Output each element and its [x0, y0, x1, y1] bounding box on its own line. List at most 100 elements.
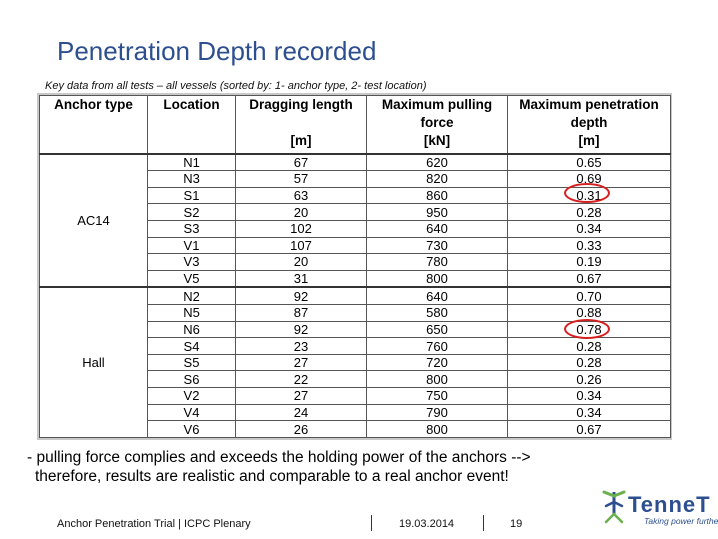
penetration-depth-cell: 0.69 — [507, 170, 671, 188]
dragging-length-cell: 57 — [235, 170, 367, 188]
header-max-penetration-depth: Maximum penetration depth [m] — [507, 95, 671, 154]
penetration-depth-cell: 0.88 — [507, 303, 671, 322]
table-body: AC14 N1 67 620 0.65 N3 57 820 0.69 S1 63 860 0.31 S2 2… — [39, 152, 671, 439]
dragging-length-cell: 23 — [235, 337, 367, 355]
footer-separator — [483, 515, 484, 531]
table-caption: Key data from all tests – all vessels (s… — [45, 80, 427, 92]
pulling-force-cell: 720 — [366, 353, 508, 372]
pulling-force-cell: 640 — [366, 286, 508, 305]
header-dragging-length: Dragging length [m] — [235, 95, 367, 154]
table-row: N3 57 820 0.69 — [40, 170, 671, 188]
location-cell: V3 — [147, 253, 236, 271]
anchor-data-table: Anchor type Location Dragging length [m]… — [39, 95, 671, 439]
dragging-length-cell: 63 — [235, 186, 367, 205]
table-header-row: Anchor type Location Dragging length [m]… — [39, 95, 671, 154]
pulling-force-cell: 780 — [366, 253, 508, 271]
dragging-length-cell: 107 — [235, 236, 367, 255]
penetration-depth-cell: 0.33 — [507, 236, 671, 255]
pulling-force-cell: 750 — [366, 387, 508, 405]
table-row: Hall N2 92 640 0.70 — [39, 286, 671, 439]
table-row: V4 24 790 0.34 — [40, 403, 671, 422]
pulling-force-cell: 800 — [366, 420, 508, 438]
conclusion-line-1: - pulling force complies and exceeds the… — [27, 449, 531, 466]
dragging-length-cell: 92 — [235, 320, 367, 339]
slide-title: Penetration Depth recorded — [57, 36, 377, 66]
location-cell: N1 — [147, 152, 236, 172]
pulling-force-cell: 730 — [366, 236, 508, 255]
pulling-force-cell: 620 — [366, 152, 508, 172]
dragging-length-cell: 67 — [235, 152, 367, 172]
location-cell: S4 — [147, 337, 236, 355]
penetration-depth-cell: 0.65 — [507, 152, 671, 172]
footer-page-number: 19 — [510, 518, 523, 530]
penetration-depth-cell: 0.67 — [507, 269, 671, 288]
footer-separator — [371, 515, 372, 531]
penetration-depth-cell: 0.70 — [507, 286, 671, 305]
header-location: Location — [147, 95, 236, 154]
dragging-length-cell: 92 — [235, 286, 367, 305]
pulling-force-cell: 820 — [366, 170, 508, 188]
penetration-depth-cell: 0.34 — [507, 387, 671, 405]
header-max-pulling-force: Maximum pulling force [kN] — [366, 95, 508, 154]
anchor-type-cell: AC14 — [39, 152, 148, 288]
table-row: V6 26 800 0.67 — [40, 420, 671, 438]
pulling-force-cell: 950 — [366, 203, 508, 221]
table-row: N5 87 580 0.88 — [40, 303, 671, 322]
location-cell: S3 — [147, 219, 236, 238]
table-row: S3 102 640 0.34 — [40, 219, 671, 238]
location-cell: N6 — [147, 320, 236, 339]
location-cell: S1 — [147, 186, 236, 205]
table-row: V3 20 780 0.19 — [40, 253, 671, 271]
table-row: N6 92 650 0.78 — [40, 320, 671, 339]
table-row: S4 23 760 0.28 — [40, 337, 671, 355]
header-unit: [m] — [578, 133, 600, 148]
dragging-length-cell: 27 — [235, 353, 367, 372]
logo-tagline: Taking power further — [644, 516, 718, 526]
dragging-length-cell: 87 — [235, 303, 367, 322]
dragging-length-cell: 102 — [235, 219, 367, 238]
pulling-force-cell: 790 — [366, 403, 508, 422]
table-row: S2 20 950 0.28 — [40, 203, 671, 221]
table-row: V1 107 730 0.33 — [40, 236, 671, 255]
pulling-force-cell: 650 — [366, 320, 508, 339]
pulling-force-cell: 760 — [366, 337, 508, 355]
dragging-length-cell: 20 — [235, 203, 367, 221]
conclusion-note: - pulling force complies and exceeds the… — [27, 448, 667, 486]
table-row: V5 31 800 0.67 — [40, 269, 671, 288]
location-cell: V5 — [147, 269, 236, 288]
location-cell: N2 — [147, 286, 236, 305]
footer-date: 19.03.2014 — [399, 518, 455, 530]
table-row: S5 27 720 0.28 — [40, 353, 671, 372]
anchor-type-cell: Hall — [39, 286, 148, 439]
location-cell: S2 — [147, 203, 236, 221]
penetration-depth-cell: 0.34 — [507, 219, 671, 238]
penetration-depth-cell: 0.67 — [507, 420, 671, 438]
table-row: V2 27 750 0.34 — [40, 387, 671, 405]
header-unit: [m] — [290, 133, 312, 148]
anchor-data-table-frame: Anchor type Location Dragging length [m]… — [37, 93, 672, 440]
penetration-depth-cell: 0.28 — [507, 203, 671, 221]
location-cell: V1 — [147, 236, 236, 255]
logo-name: TenneT — [628, 492, 711, 517]
dragging-length-cell: 20 — [235, 253, 367, 271]
dragging-length-cell: 31 — [235, 269, 367, 288]
conclusion-line-2: therefore, results are realistic and com… — [35, 468, 509, 485]
penetration-depth-cell: 0.19 — [507, 253, 671, 271]
location-cell: V4 — [147, 403, 236, 422]
header-unit: [kN] — [423, 133, 451, 148]
pulling-force-cell: 860 — [366, 186, 508, 205]
penetration-depth-cell: 0.34 — [507, 403, 671, 422]
header-anchor-type: Anchor type — [39, 95, 148, 154]
penetration-depth-cell: 0.28 — [507, 337, 671, 355]
location-cell: V6 — [147, 420, 236, 438]
pulling-force-cell: 800 — [366, 370, 508, 389]
location-cell: N5 — [147, 303, 236, 322]
location-cell: V2 — [147, 387, 236, 405]
penetration-depth-cell: 0.26 — [507, 370, 671, 389]
tennet-logo-icon — [602, 490, 626, 524]
pulling-force-cell: 640 — [366, 219, 508, 238]
pulling-force-cell: 800 — [366, 269, 508, 288]
dragging-length-cell: 26 — [235, 420, 367, 438]
dragging-length-cell: 24 — [235, 403, 367, 422]
pulling-force-cell: 580 — [366, 303, 508, 322]
